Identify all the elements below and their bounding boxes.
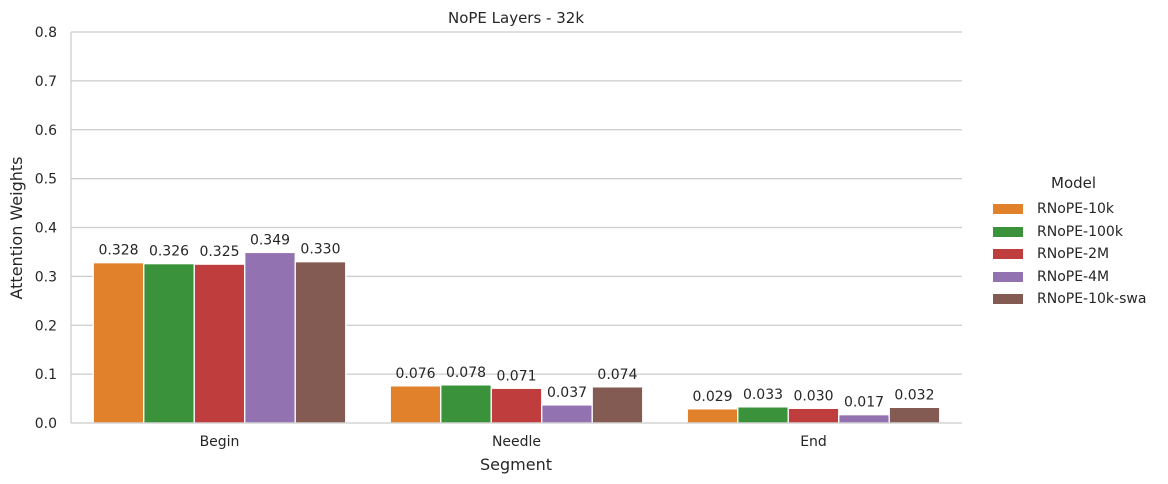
legend-label: RNoPE-10k — [1037, 201, 1115, 218]
legend-item: RNoPE-100k — [993, 221, 1146, 244]
bar-value-label: 0.328 — [98, 243, 138, 259]
bar-value-label: 0.074 — [597, 367, 637, 383]
bar-value-label: 0.071 — [496, 368, 536, 384]
legend-item: RNoPE-10k — [993, 198, 1146, 221]
bar-value-label: 0.076 — [395, 366, 435, 382]
y-tick-label: 0.5 — [35, 172, 57, 188]
legend-swatch — [993, 204, 1023, 215]
bar-value-label: 0.037 — [547, 385, 587, 401]
legend-label: RNoPE-100k — [1037, 223, 1123, 240]
bar — [591, 386, 644, 424]
y-tick-labels: 0.0 0.1 0.2 0.3 0.4 0.5 0.6 0.7 0.8 — [35, 25, 57, 432]
bar — [92, 262, 145, 424]
bar — [490, 387, 543, 424]
y-tick-label: 0.6 — [35, 123, 57, 139]
bar — [294, 261, 347, 424]
legend-item: RNoPE-10k-swa — [993, 288, 1146, 311]
bar-value-label: 0.030 — [793, 388, 833, 404]
bar-value-label: 0.032 — [894, 387, 934, 403]
bar-value-label: 0.349 — [250, 232, 290, 248]
bars-group — [92, 251, 941, 424]
y-tick-label: 0.1 — [35, 367, 57, 383]
bar-value-label: 0.330 — [300, 242, 340, 258]
y-tick-label: 0.3 — [35, 269, 57, 285]
bar — [838, 414, 890, 424]
bar — [193, 263, 246, 424]
bar — [888, 406, 941, 424]
legend-label: RNoPE-10k-swa — [1037, 291, 1147, 308]
bar-value-label: 0.326 — [149, 244, 189, 260]
bar-value-label: 0.033 — [743, 387, 783, 403]
bar — [244, 251, 296, 424]
legend-label: RNoPE-4M — [1037, 268, 1110, 285]
bar — [541, 404, 593, 424]
bar — [143, 263, 195, 424]
bar — [440, 384, 492, 424]
bar-labels-group: 0.328 0.326 0.325 0.349 0.330 0.076 0.078 0.071… — [98, 232, 934, 410]
x-tick-label: Needle — [492, 434, 541, 450]
legend-swatch — [993, 294, 1023, 305]
bar — [737, 406, 789, 424]
legend-item: RNoPE-2M — [993, 243, 1146, 266]
legend-swatch — [993, 271, 1023, 282]
x-axis-label: Segment — [480, 455, 552, 474]
legend-swatch — [993, 226, 1023, 237]
chart-title: NoPE Layers - 32k — [448, 9, 584, 27]
bar-value-label: 0.078 — [446, 365, 486, 381]
bar — [389, 385, 442, 424]
legend: Model RNoPE-10k RNoPE-100k RNoPE-2M RNoPE-4… — [993, 174, 1146, 311]
bar-value-label: 0.017 — [844, 395, 884, 411]
bar — [686, 408, 739, 424]
y-tick-label: 0.4 — [35, 221, 57, 237]
y-tick-label: 0.8 — [35, 25, 57, 41]
legend-swatch — [993, 249, 1023, 260]
y-axis-label: Attention Weights — [7, 156, 26, 299]
legend-item: RNoPE-4M — [993, 266, 1146, 289]
y-tick-label: 0.2 — [35, 318, 57, 334]
x-tick-label: Begin — [200, 434, 240, 450]
legend-title: Model — [1051, 174, 1097, 192]
x-tick-labels: Begin Needle End — [200, 434, 827, 450]
y-tick-label: 0.0 — [35, 416, 57, 432]
x-tick-label: End — [800, 434, 827, 450]
bar-value-label: 0.325 — [199, 244, 239, 260]
bar-value-label: 0.029 — [692, 389, 732, 405]
y-tick-label: 0.7 — [35, 74, 57, 90]
legend-label: RNoPE-2M — [1037, 246, 1110, 263]
bar — [787, 407, 840, 424]
